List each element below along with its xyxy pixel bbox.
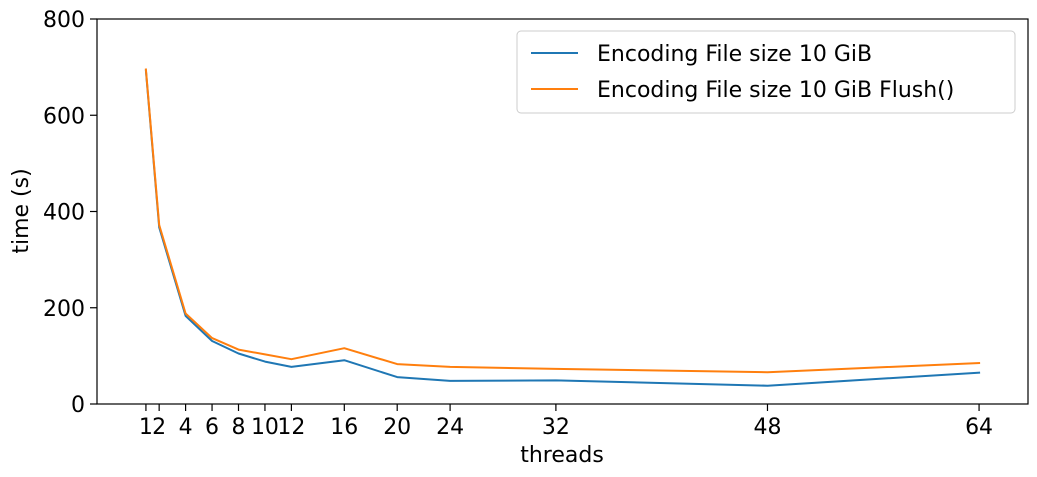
x-tick-label: 2: [152, 415, 166, 440]
series-line-encoding-flush: [144, 68, 981, 374]
x-tick-label: 12: [277, 415, 305, 440]
x-tick-label: 16: [330, 415, 358, 440]
x-tick-label: 10: [251, 415, 279, 440]
x-tick-label: 48: [753, 415, 781, 440]
legend-box: [516, 30, 1016, 114]
legend-label-encoding: Encoding File size 10 GiB: [597, 42, 872, 67]
x-tick-label: 4: [179, 415, 193, 440]
x-tick-label: 24: [436, 415, 464, 440]
y-tick-label: 400: [43, 201, 85, 226]
legend-label-encoding-flush: Encoding File size 10 GiB Flush(): [597, 78, 954, 103]
x-tick-label: 32: [542, 415, 570, 440]
y-tick-label: 600: [43, 104, 85, 129]
y-tick-label: 0: [71, 393, 85, 418]
series-line-encoding: [144, 69, 981, 387]
x-tick-label: 64: [965, 415, 993, 440]
y-axis: 0 200 400 600 800: [43, 8, 97, 418]
series-lines: [144, 68, 981, 387]
x-axis-title: threads: [520, 443, 604, 468]
x-tick-label: 20: [383, 415, 411, 440]
x-tick-label: 8: [232, 415, 246, 440]
y-tick-label: 800: [43, 8, 85, 33]
x-tick-label: 6: [205, 415, 219, 440]
y-tick-label: 200: [43, 297, 85, 322]
legend: Encoding File size 10 GiB Encoding File …: [516, 30, 1016, 114]
x-tick-label: 1: [139, 415, 153, 440]
y-axis-title: time (s): [9, 168, 34, 253]
